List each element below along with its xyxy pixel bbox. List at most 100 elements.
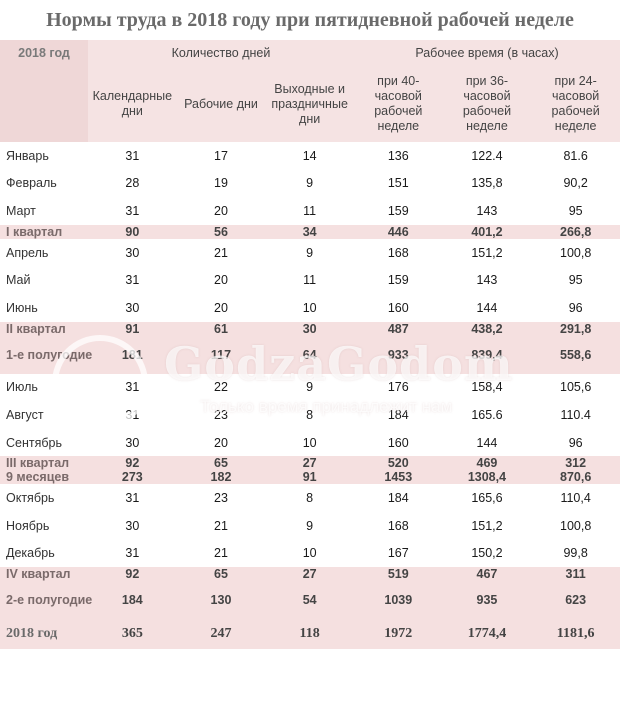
summary-row: 9 месяцев 273 182 91 1453 1308,4 870,6 — [0, 470, 620, 485]
cell-hours-36: 122.4 — [442, 142, 532, 170]
labor-norms-table: 2018 год Количество дней Рабочее время (… — [0, 40, 620, 650]
cell-hours-40: 160 — [353, 293, 443, 322]
row-label: Август — [0, 401, 88, 429]
cell-hours-24: 312 — [531, 456, 620, 471]
cell-hours-36: 135,8 — [442, 169, 532, 198]
cell-days-off: 30 — [265, 321, 354, 336]
row-label: 2018 год — [0, 619, 88, 650]
cell-hours-40: 1972 — [353, 619, 443, 650]
cell-calendar-days: 31 — [88, 197, 177, 225]
cell-days-off: 9 — [265, 511, 354, 540]
col-header-calendar-days: Календарные дни — [88, 66, 177, 142]
cell-hours-36: 839,4 — [442, 335, 532, 374]
row-label: Март — [0, 197, 88, 225]
cell-days-off: 9 — [265, 373, 354, 402]
cell-calendar-days: 181 — [88, 335, 177, 374]
cell-calendar-days: 31 — [88, 539, 177, 568]
cell-working-days: 22 — [176, 373, 266, 402]
summary-row: II квартал 91 61 30 487 438,2 291,8 — [0, 321, 620, 336]
hours-group-header: Рабочее время (в часах) — [353, 40, 620, 66]
cell-days-off: 64 — [265, 335, 354, 374]
cell-hours-36: 151,2 — [442, 238, 532, 267]
year-header: 2018 год — [0, 40, 88, 66]
cell-calendar-days: 92 — [88, 567, 177, 582]
row-label: Июнь — [0, 293, 88, 322]
cell-hours-36: 151,2 — [442, 511, 532, 540]
summary-row: I квартал 90 56 34 446 401,2 266,8 — [0, 224, 620, 239]
cell-hours-40: 520 — [353, 456, 443, 471]
cell-days-off: 91 — [265, 470, 354, 485]
cell-days-off: 34 — [265, 224, 354, 239]
row-label: 9 месяцев — [0, 470, 88, 485]
cell-working-days: 21 — [176, 238, 266, 267]
cell-working-days: 23 — [176, 401, 266, 429]
row-label: Июль — [0, 373, 88, 402]
cell-hours-24: 870,6 — [531, 470, 620, 485]
cell-working-days: 117 — [176, 335, 266, 374]
cell-hours-24: 266,8 — [531, 224, 620, 239]
cell-hours-24: 558,6 — [531, 335, 620, 374]
cell-calendar-days: 30 — [88, 238, 177, 267]
cell-hours-36: 165,6 — [442, 484, 532, 512]
cell-hours-24: 95 — [531, 266, 620, 294]
row-label: Май — [0, 266, 88, 294]
cell-calendar-days: 184 — [88, 581, 177, 620]
row-label: Декабрь — [0, 539, 88, 568]
cell-hours-24: 96 — [531, 428, 620, 457]
cell-hours-24: 291,8 — [531, 321, 620, 336]
row-label: III квартал — [0, 456, 88, 471]
cell-hours-40: 176 — [353, 373, 443, 402]
cell-hours-36: 467 — [442, 567, 532, 582]
summary-row: IV квартал 92 65 27 519 467 311 — [0, 567, 620, 582]
cell-hours-40: 519 — [353, 567, 443, 582]
table-row: Август 31 23 8 184 165.6 110.4 — [0, 401, 620, 429]
cell-working-days: 247 — [176, 619, 266, 650]
summary-row: III квартал 92 65 27 520 469 312 — [0, 456, 620, 471]
cell-calendar-days: 365 — [88, 619, 177, 650]
cell-working-days: 17 — [176, 142, 266, 170]
cell-hours-40: 446 — [353, 224, 443, 239]
table-row: Ноябрь 30 21 9 168 151,2 100,8 — [0, 511, 620, 540]
table-row: Февраль 28 19 9 151 135,8 90,2 — [0, 169, 620, 198]
table-body: Январь 31 17 14 136 122.4 81.6 Февраль 28 19 9 151 1… — [0, 142, 620, 650]
row-label: IV квартал — [0, 567, 88, 582]
summary-row: 2018 год 365 247 118 1972 1774,4 1181,6 — [0, 619, 620, 650]
cell-hours-40: 136 — [353, 142, 443, 170]
cell-calendar-days: 273 — [88, 470, 177, 485]
cell-working-days: 65 — [176, 567, 266, 582]
cell-working-days: 130 — [176, 581, 266, 620]
cell-days-off: 11 — [265, 197, 354, 225]
cell-days-off: 8 — [265, 484, 354, 512]
row-label: Январь — [0, 142, 88, 170]
col-header-working-days: Рабочие дни — [176, 66, 266, 142]
cell-hours-40: 184 — [353, 484, 443, 512]
cell-hours-36: 158,4 — [442, 373, 532, 402]
cell-hours-40: 1039 — [353, 581, 443, 620]
table-row: Июнь 30 20 10 160 144 96 — [0, 293, 620, 322]
cell-hours-40: 487 — [353, 321, 443, 336]
col-header-36h-week: при 36-часовой рабочей неделе — [442, 66, 532, 142]
cell-hours-40: 933 — [353, 335, 443, 374]
row-label: Ноябрь — [0, 511, 88, 540]
col-header-40h-week: при 40-часовой рабочей неделе — [353, 66, 443, 142]
cell-hours-40: 159 — [353, 266, 443, 294]
cell-hours-24: 100,8 — [531, 238, 620, 267]
cell-hours-40: 151 — [353, 169, 443, 198]
summary-row: 1-е полугодие 181 117 64 933 839,4 558,6 — [0, 335, 620, 374]
table-row: Апрель 30 21 9 168 151,2 100,8 — [0, 238, 620, 267]
corner-cell — [0, 66, 88, 142]
days-group-header: Количество дней — [88, 40, 354, 66]
col-header-24h-week: при 24-часовой рабочей неделе — [531, 66, 620, 142]
row-label: Апрель — [0, 238, 88, 267]
cell-working-days: 61 — [176, 321, 266, 336]
row-label: 2-е полугодие — [0, 581, 92, 620]
cell-calendar-days: 31 — [88, 401, 177, 429]
cell-hours-40: 168 — [353, 238, 443, 267]
cell-hours-36: 935 — [442, 581, 532, 620]
col-header-days-off: Выходные и праздничные дни — [265, 66, 354, 142]
cell-days-off: 9 — [265, 169, 354, 198]
page-title: Нормы труда в 2018 году при пятидневной … — [46, 9, 574, 31]
cell-hours-36: 401,2 — [442, 224, 532, 239]
cell-days-off: 10 — [265, 293, 354, 322]
cell-working-days: 21 — [176, 539, 266, 568]
